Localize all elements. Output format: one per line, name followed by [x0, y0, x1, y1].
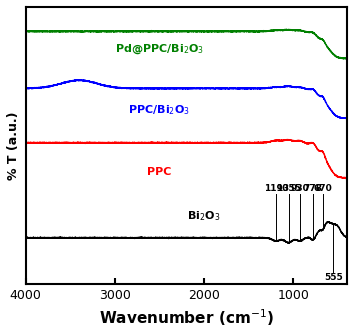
Text: PPC: PPC [147, 167, 172, 177]
X-axis label: Wavenumber (cm$^{-1}$): Wavenumber (cm$^{-1}$) [99, 307, 274, 328]
Y-axis label: % T (a.u.): % T (a.u.) [7, 111, 20, 180]
Text: Pd@PPC/Bi$_2$O$_3$: Pd@PPC/Bi$_2$O$_3$ [115, 43, 204, 56]
Text: 1193: 1193 [264, 184, 289, 193]
Text: 778: 778 [304, 184, 323, 193]
Text: 930: 930 [290, 184, 309, 193]
Text: 670: 670 [314, 184, 332, 193]
Text: Bi$_2$O$_3$: Bi$_2$O$_3$ [187, 209, 221, 222]
Text: 555: 555 [324, 273, 343, 282]
Text: 1055: 1055 [276, 184, 301, 193]
Text: PPC/Bi$_2$O$_3$: PPC/Bi$_2$O$_3$ [129, 104, 190, 117]
